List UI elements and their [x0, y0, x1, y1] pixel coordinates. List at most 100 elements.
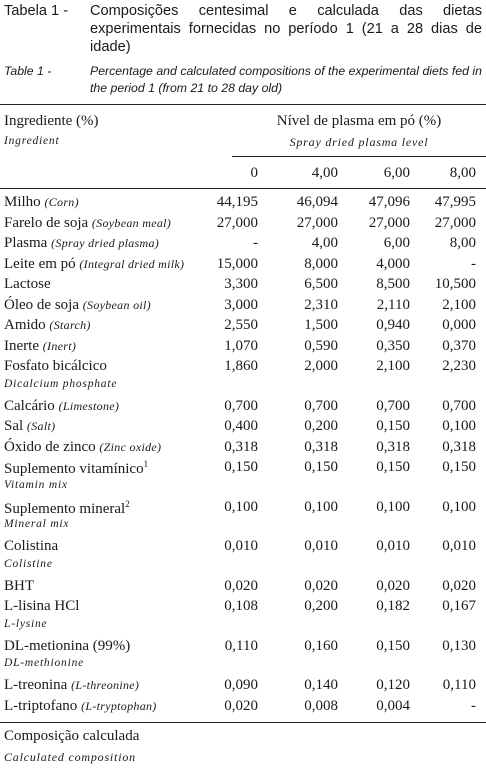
value-cell: 0,008 — [304, 697, 338, 714]
value-cell: 0,010 — [376, 538, 410, 554]
value-cell: 0,318 — [224, 438, 258, 455]
value-cell: 27,000 — [434, 214, 476, 231]
ingredient-name-pt: DL-metionina (99%) — [4, 637, 131, 654]
value-cell: 2,310 — [304, 296, 338, 313]
value-cell: 3,300 — [224, 276, 258, 292]
value-cell: 0,700 — [376, 397, 410, 414]
ingredient-name-en-subline: Mineral mix — [4, 518, 70, 530]
value-cell: 0,020 — [224, 697, 258, 714]
level-col-4: 4,00 — [311, 165, 338, 181]
ingredient-name: Óleo de soja (Soybean oil) — [4, 297, 151, 314]
value-cell: 0,000 — [442, 317, 476, 333]
table-row: DL-metionina (99%) 0,110 0,160 0,150 0,130 — [0, 638, 486, 658]
level-col-6: 6,00 — [383, 165, 410, 181]
value-cell: 0,150 — [376, 459, 410, 475]
table-row: Leite em pó (Integral dried milk) 15,000 8… — [0, 256, 486, 276]
ingredient-name: Colistina — [4, 538, 58, 555]
level-col-0: 0 — [250, 165, 259, 181]
table-header: Ingrediente (%) Ingredient Nível de plas… — [0, 110, 486, 181]
table-row: Lactose 3,300 6,500 8,500 10,500 — [0, 276, 486, 296]
ingredient-name-en: (Soybean oil) — [82, 297, 151, 312]
value-cell: 2,000 — [304, 358, 338, 374]
value-cell: 0,182 — [376, 598, 410, 614]
ingredient-name-pt: Suplemento mineral — [4, 500, 126, 517]
value-cell: 0,110 — [224, 637, 258, 654]
value-cell: 8,000 — [304, 255, 338, 272]
ingredient-name: Inerte (Inert) — [4, 338, 76, 355]
ingredient-name-en-subline: Colistine — [4, 557, 53, 570]
ingredient-name-en-subline: L-lysine — [4, 617, 48, 630]
value-cell: 0,020 — [304, 577, 338, 594]
ingredient-name-pt: BHT — [4, 577, 34, 594]
ingredient-name-pt: Fosfato bicálcico — [4, 358, 107, 374]
value-cell: 1,500 — [304, 317, 338, 333]
header-bottom-rule — [0, 188, 486, 189]
value-cell: 4,000 — [376, 255, 410, 272]
table-row: Amido (Starch) 2,550 1,500 0,940 0,000 — [0, 317, 486, 337]
ingredient-name-pt: Leite em pó — [4, 255, 76, 272]
value-cell: 4,00 — [311, 235, 338, 251]
value-cell: - — [253, 235, 258, 251]
caption-text-pt: Composições centesimal e calculada das d… — [90, 3, 482, 55]
caption-text-en: Percentage and calculated compositions o… — [90, 64, 482, 95]
ingredient-header: Ingrediente (%) — [4, 113, 99, 129]
value-cell: 2,550 — [224, 317, 258, 333]
value-cell: 0,020 — [442, 577, 476, 594]
ingredient-name-en: (Limestone) — [58, 398, 120, 413]
footnote-marker: 1 — [143, 459, 149, 469]
value-cell: 3,000 — [224, 296, 258, 313]
ingredient-name-en-subline: Dicalcium phosphate — [4, 377, 118, 390]
value-cell: 0,020 — [376, 577, 410, 594]
ingredient-name-pt: Milho — [4, 194, 41, 210]
value-cell: 0,010 — [224, 538, 258, 554]
table-caption-pt: Tabela 1 - Composições centesimal e calc… — [4, 2, 482, 56]
ingredient-name-pt: Amido — [4, 317, 46, 333]
value-cell: 0,110 — [442, 677, 476, 693]
value-cell: 15,000 — [216, 255, 258, 272]
ingredient-name-en: (Soybean meal) — [91, 215, 172, 230]
value-cell: 2,230 — [442, 358, 476, 374]
value-cell: 0,150 — [442, 459, 476, 475]
ingredient-name-en: (Spray dried plasma) — [51, 236, 160, 250]
value-cell: 27,000 — [216, 214, 258, 231]
table-row: Colistina 0,010 0,010 0,010 0,010 — [0, 538, 486, 558]
value-cell: 0,010 — [442, 538, 476, 554]
ingredient-name-en: (Inert) — [42, 338, 77, 353]
ingredient-name-pt: L-triptofano — [4, 697, 78, 714]
table-row: Suplemento mineral2 0,100 0,100 0,100 0,100 — [0, 499, 486, 519]
ingredient-name: L-lisina HCl — [4, 598, 79, 615]
ingredient-name: Suplemento mineral2 — [4, 499, 130, 518]
value-cell: 0,160 — [304, 637, 338, 654]
value-cell: 0,318 — [442, 438, 476, 455]
ingredient-name-pt: Calcário — [4, 397, 55, 414]
footnote-marker: 2 — [125, 498, 130, 509]
value-cell: 0,140 — [304, 677, 338, 693]
ingredient-name-en: (Starch) — [49, 318, 91, 332]
value-cell: 0,200 — [304, 418, 338, 434]
value-cell: 0,200 — [304, 598, 338, 614]
table-row: Suplemento vitamínico1 0,150 0,150 0,150 0,1… — [0, 459, 486, 479]
ingredient-name-pt: Suplemento vitamínico — [4, 461, 144, 477]
value-cell: 0,100 — [224, 498, 258, 515]
plasma-level-header-en: Spray dried plasma level — [289, 135, 429, 149]
ingredient-name-en: (Corn) — [44, 195, 79, 209]
value-cell: 47,096 — [368, 194, 410, 210]
ingredient-name: DL-metionina (99%) — [4, 638, 130, 655]
value-cell: 0,090 — [224, 677, 258, 693]
ingredient-name-pt: Plasma — [4, 235, 48, 251]
table-row: Plasma (Spray dried plasma) - 4,00 6,00 8,00 — [0, 235, 486, 255]
ingredient-name: Milho (Corn) — [4, 194, 79, 211]
caption-label-en: Table 1 - — [4, 64, 52, 78]
value-cell: 0,590 — [304, 337, 338, 354]
value-cell: 2,100 — [376, 358, 410, 374]
value-cell: 0,150 — [376, 418, 410, 434]
ingredient-name-pt: Sal — [4, 418, 24, 434]
ingredient-name: L-treonina (L-threonine) — [4, 677, 139, 694]
caption-label-pt: Tabela 1 - — [4, 3, 69, 19]
ingredient-name: Farelo de soja (Soybean meal) — [4, 215, 171, 232]
value-cell: 0,167 — [442, 598, 476, 614]
value-cell: 8,00 — [449, 235, 476, 251]
value-cell: 0,370 — [442, 337, 476, 354]
ingredient-name: Fosfato bicálcico — [4, 358, 107, 375]
ingredient-name-en: (Salt) — [26, 419, 56, 433]
